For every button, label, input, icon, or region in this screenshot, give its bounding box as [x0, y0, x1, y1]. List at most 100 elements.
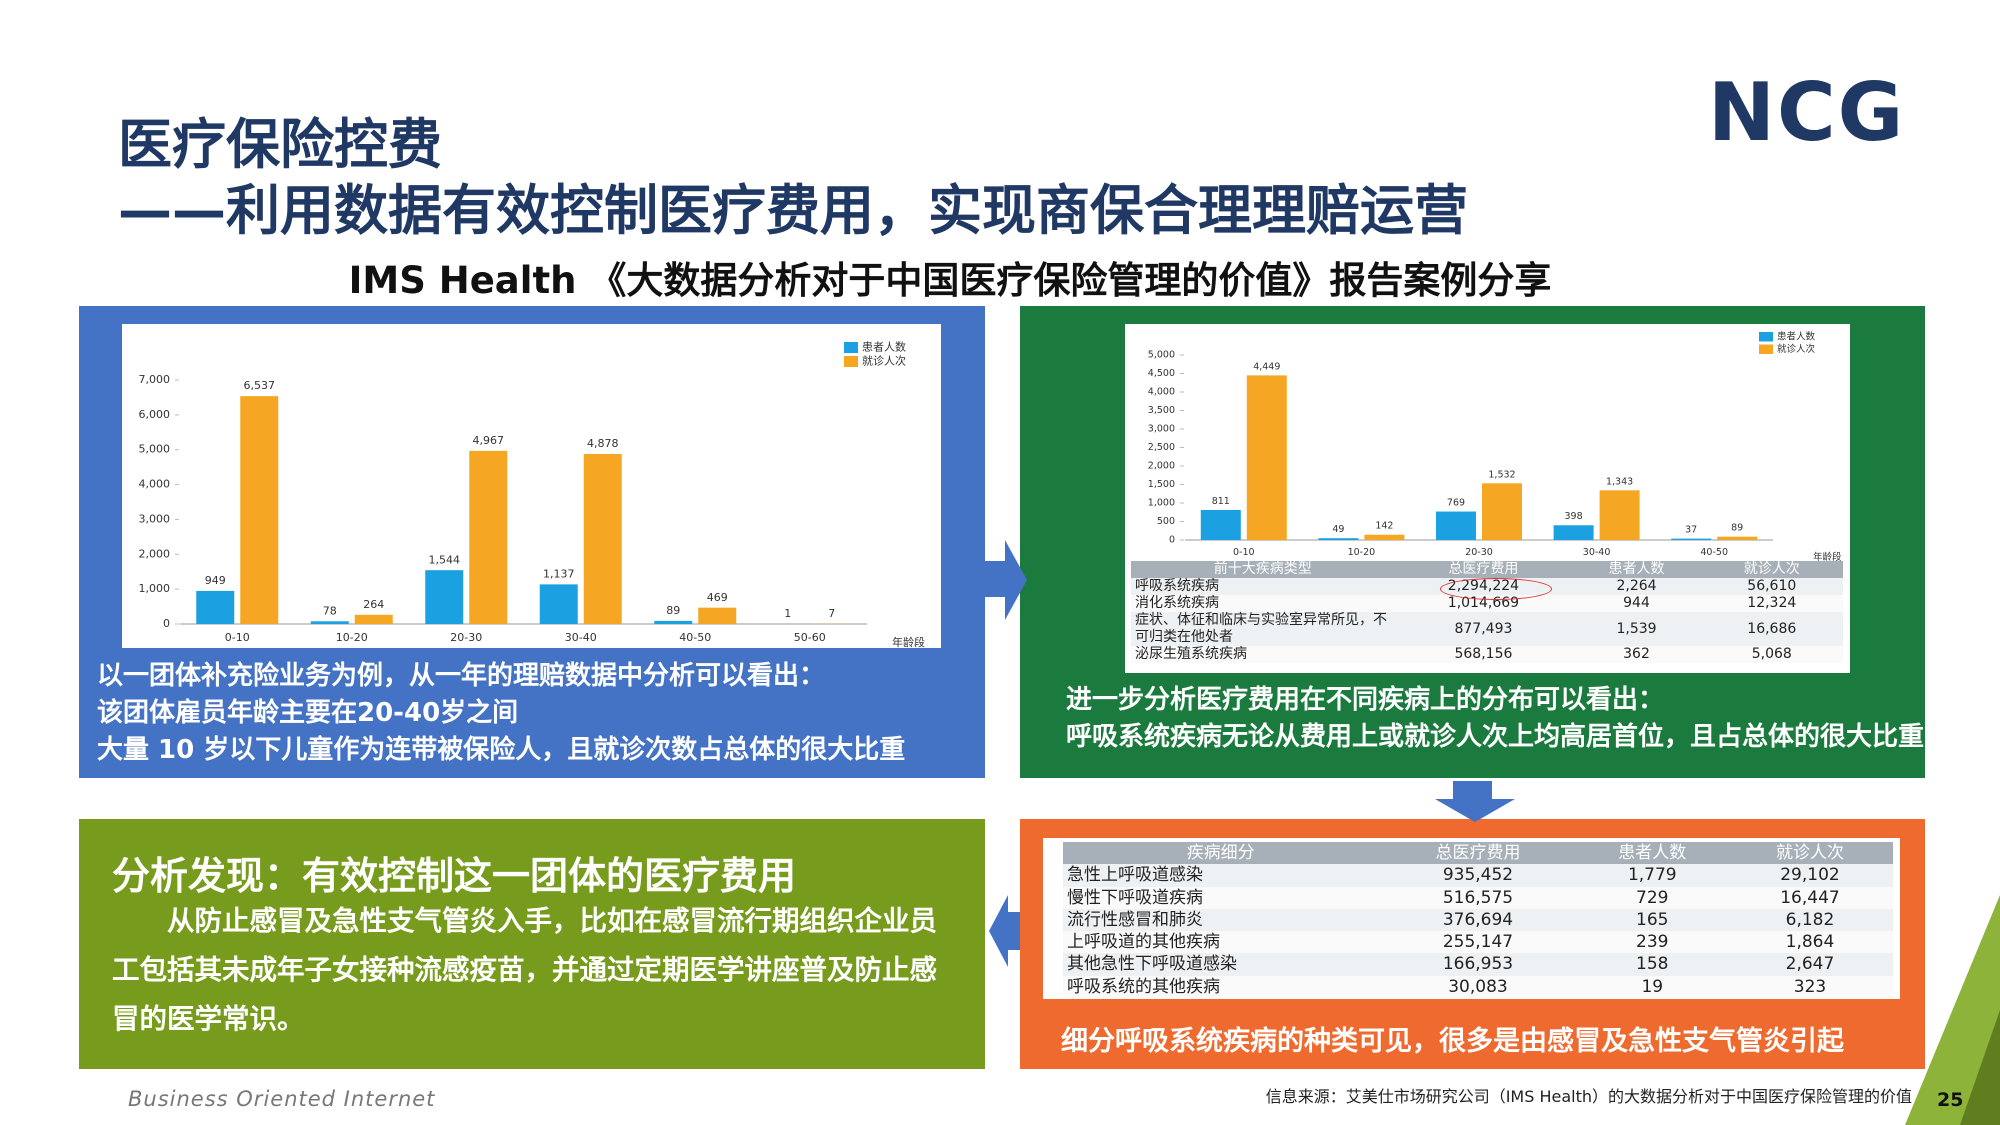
panel-caption: 细分呼吸系统疾病的种类可见，很多是由感冒及急性支气管炎引起	[1061, 1026, 1844, 1057]
table-cell: 泌尿生殖系统疾病	[1131, 646, 1395, 663]
table-cell: 流行性感冒和肺炎	[1063, 908, 1379, 932]
x-axis-label: 年龄段	[1813, 551, 1842, 561]
text-line: 进一步分析医疗费用在不同疾病上的分布可以看出：	[1066, 685, 1665, 715]
y-tick-label: 7,000	[139, 373, 171, 386]
table-cell: 6,182	[1726, 908, 1893, 932]
header-cell: 就诊人次	[1700, 561, 1843, 578]
header-cell: 就诊人次	[1726, 842, 1893, 865]
table-cell: 16,447	[1726, 886, 1893, 909]
table-box: 疾病细分 总医疗费用 患者人数 就诊人次 急性上呼吸道感染 935,452 1,779 29,…	[1063, 842, 1893, 999]
panel-blue: 0 1,000 2,000 3,000 4,000 5,000 6,000 7,000 0-10…	[79, 306, 985, 778]
table-cell: 19	[1577, 975, 1727, 999]
x-tick-label: 50-60	[794, 631, 826, 644]
x-tick-label: 20-30	[450, 631, 482, 644]
table-cell: 362	[1572, 646, 1701, 663]
data-label: 89	[666, 604, 680, 617]
y-tick-label: 5,000	[139, 443, 171, 456]
table-box: 前十大疾病类型 总医疗费用 患者人数 就诊人次 呼吸系统疾病 2,294,224 2,264…	[1131, 561, 1843, 663]
x-tick-label: 0-10	[1233, 547, 1255, 558]
table-cell: 5,068	[1700, 646, 1843, 663]
y-tick-label: 2,000	[139, 547, 171, 560]
bar	[1246, 375, 1287, 540]
table-cell: 16,686	[1700, 612, 1843, 646]
y-tick-label: 5,000	[1148, 350, 1175, 361]
header-row: 疾病细分 总医疗费用 患者人数 就诊人次	[1063, 842, 1893, 865]
bar	[539, 584, 578, 624]
header-cell: 前十大疾病类型	[1131, 561, 1395, 578]
bar	[583, 453, 622, 624]
chart: 0 1,000 2,000 3,000 4,000 5,000 6,000 7,000 0-10…	[139, 341, 926, 650]
chart: 0 500 1,000 1,500 2,000 2,500 3,000 3,500 4,000 4…	[1148, 330, 1842, 563]
table-cell: 29,102	[1726, 864, 1893, 887]
table: 前十大疾病类型 总医疗费用 患者人数 就诊人次 呼吸系统疾病 2,294,224 2,264…	[1131, 561, 1843, 663]
legend-swatch	[1759, 332, 1773, 342]
y-tick-label: 4,500	[1148, 368, 1175, 379]
bar	[698, 607, 737, 624]
y-tick-label: 1,500	[1148, 479, 1175, 490]
text-line: 大量 10 岁以下儿童作为连带被保险人，且就诊次数占总体的很大比重	[97, 735, 906, 765]
panel-text: 以一团体补充险业务为例，从一年的理赔数据中分析可以看出： 该团体雇员年龄主要在2…	[97, 658, 905, 769]
y-tick-label: 0	[1169, 535, 1175, 546]
data-label: 1	[784, 607, 791, 620]
chart-box: 0 1,000 2,000 3,000 4,000 5,000 6,000 7,000 0-10…	[122, 324, 941, 650]
data-label: 398	[1565, 511, 1583, 522]
bar	[354, 614, 393, 624]
x-tick-label: 40-50	[679, 631, 711, 644]
table-cell: 56,610	[1700, 578, 1843, 595]
y-tick-label: 2,500	[1148, 442, 1175, 453]
data-label: 78	[323, 604, 337, 617]
table-cell: 12,324	[1700, 595, 1843, 612]
bar	[196, 590, 235, 624]
chart-box: 0 500 1,000 1,500 2,000 2,500 3,000 3,500 4,000 4…	[1125, 324, 1850, 673]
table-cell: 376,694	[1378, 908, 1578, 932]
y-tick-label: 3,500	[1148, 405, 1175, 416]
bar	[425, 570, 464, 624]
header-cell: 总医疗费用	[1378, 842, 1578, 865]
finding-body: 从防止感冒及急性支气管炎入手，比如在感冒流行期组织企业员工包括其未成年子女接种流…	[112, 905, 937, 1035]
bar	[1200, 509, 1241, 540]
data-label: 4,449	[1253, 361, 1280, 372]
table-cell: 568,156	[1394, 646, 1573, 663]
bar	[1553, 525, 1594, 540]
table-cell: 急性上呼吸道感染	[1063, 864, 1379, 887]
panel-text: 进一步分析医疗费用在不同疾病上的分布可以看出： 呼吸系统疾病无论从费用上或就诊人…	[1066, 682, 1924, 756]
data-label: 49	[1332, 524, 1344, 535]
table-cell: 上呼吸道的其他疾病	[1063, 931, 1379, 954]
text-line: 以一团体补充险业务为例，从一年的理赔数据中分析可以看出：	[97, 661, 826, 691]
table-cell: 944	[1572, 595, 1701, 612]
arrow-down	[1435, 781, 1515, 822]
table-cell: 158	[1577, 953, 1727, 976]
y-tick-label: 4,000	[1148, 387, 1175, 398]
y-tick-label: 4,000	[139, 478, 171, 491]
data-label: 1,544	[429, 553, 461, 566]
table-row: 流行性感冒和肺炎 376,694 165 6,182	[1063, 908, 1893, 932]
panel-olive: 分析发现：有效控制这一团体的医疗费用 从防止感冒及急性支气管炎入手，比如在感冒流…	[79, 819, 985, 1069]
bar	[654, 620, 693, 624]
x-tick-label: 30-40	[1583, 547, 1611, 558]
panel-orange: 疾病细分 总医疗费用 患者人数 就诊人次 急性上呼吸道感染 935,452 1,779 29,…	[1020, 819, 1925, 1069]
data-label: 949	[205, 574, 226, 587]
data-label: 469	[707, 591, 728, 604]
table-area: 疾病细分 总医疗费用 患者人数 就诊人次 急性上呼吸道感染 935,452 1,779 29,…	[1043, 838, 1900, 999]
y-tick-label: 0	[163, 617, 170, 630]
table-cell: 1,539	[1572, 612, 1701, 646]
corner-decoration	[1960, 1010, 2000, 1125]
x-tick-label: 10-20	[1348, 547, 1376, 558]
legend-label: 患者人数	[862, 341, 906, 354]
data-label: 89	[1731, 523, 1743, 534]
legend-label: 就诊人次	[1777, 343, 1816, 355]
y-tick-label: 1,000	[139, 582, 171, 595]
subtitle: ——利用数据有效控制医疗费用，实现商保合理理赔运营	[118, 179, 1468, 242]
table-cell: 165	[1577, 908, 1727, 932]
legend-swatch	[844, 342, 858, 353]
bar	[469, 450, 508, 624]
data-label: 7	[828, 607, 835, 620]
table-cell: 516,575	[1378, 886, 1578, 909]
title: 医疗保险控费	[118, 113, 442, 176]
text-line: 该团体雇员年龄主要在20-40岁之间	[97, 698, 519, 728]
bar	[1364, 534, 1405, 540]
table-cell: 症状、体征和临床与实验室异常所见，不可归类在他处者	[1131, 612, 1395, 646]
y-tick-label: 500	[1157, 516, 1175, 527]
logo: NCG	[1708, 66, 1906, 159]
x-tick-label: 0-10	[225, 631, 250, 644]
